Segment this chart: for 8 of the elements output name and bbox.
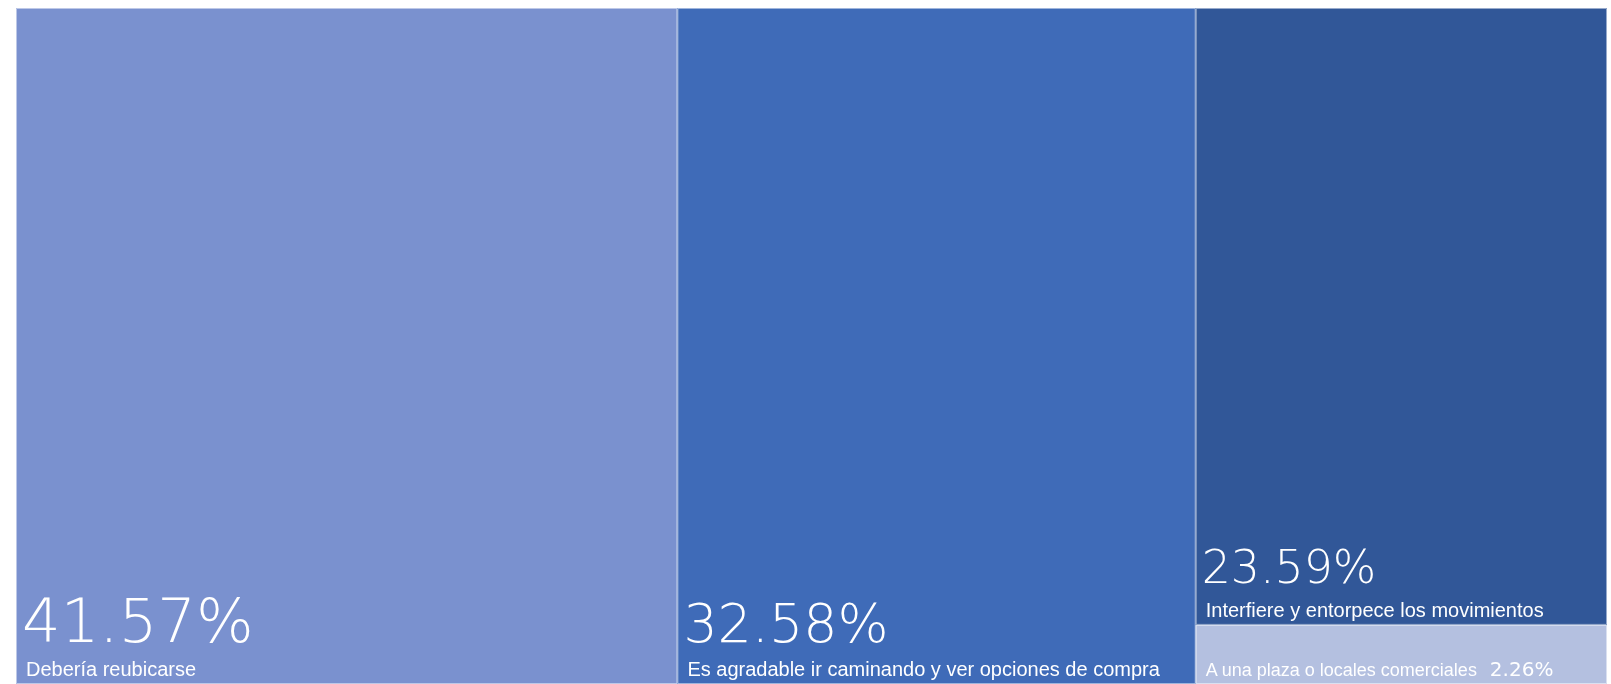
data-label: 2.26% [1489, 657, 1554, 681]
category-label: Es agradable ir caminando y ver opciones de compra [687, 658, 1161, 680]
category-label: Debería reubicarse [26, 658, 197, 680]
data-label: 23.59% [1201, 539, 1377, 594]
data-label: 32.58% [683, 592, 889, 655]
data-label: 41.57% [22, 586, 254, 656]
category-label: Interfiere y entorpece los movimientos [1205, 598, 1544, 621]
category-label: A una plaza o locales comerciales [1205, 660, 1477, 680]
